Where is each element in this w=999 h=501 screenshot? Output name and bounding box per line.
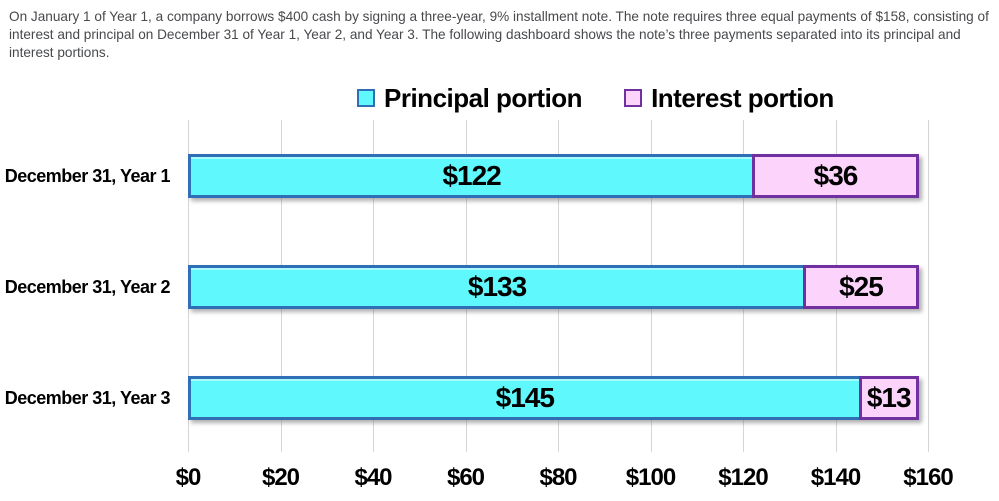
category-label: December 31, Year 2 [4, 277, 171, 297]
bar-value-label: $133 [467, 271, 527, 302]
bar-segment-principal: $133 [188, 265, 804, 309]
category-label: December 31, Year 1 [4, 166, 171, 186]
x-tick-label: $120 [718, 464, 768, 491]
bar-segment-interest: $13 [858, 376, 919, 420]
bar-value-label: $13 [866, 382, 912, 413]
bar-segment-interest: $25 [803, 265, 919, 309]
x-tick-label: $40 [354, 464, 392, 491]
bar-stack: $122 $36 [188, 154, 919, 198]
intro-paragraph: On January 1 of Year 1, a company borrow… [9, 9, 989, 60]
bar-segment-interest: $36 [752, 154, 919, 198]
gridline [928, 120, 929, 452]
bar-value-label: $145 [495, 382, 555, 413]
x-tick-label: $140 [810, 464, 861, 491]
bar-value-label: $36 [813, 160, 859, 191]
x-tick-label: $80 [539, 464, 577, 491]
legend-label-principal: Principal portion [384, 82, 583, 113]
category-label: December 31, Year 3 [4, 388, 171, 408]
x-tick-label: $100 [625, 464, 676, 491]
legend-item-principal: Principal portion [357, 82, 583, 114]
chart-legend: Principal portion Interest portion [357, 82, 834, 114]
bar-segment-principal: $122 [188, 154, 753, 198]
bar-segment-principal: $145 [188, 376, 859, 420]
x-tick-label: $60 [446, 464, 485, 491]
bar-value-label: $122 [442, 160, 501, 191]
legend-swatch-principal-icon [357, 89, 375, 107]
legend-item-interest: Interest portion [624, 83, 834, 114]
legend-swatch-interest-icon [624, 89, 643, 107]
legend-label-interest: Interest portion [651, 82, 834, 113]
x-tick-label: $160 [903, 464, 953, 491]
x-tick-label: $20 [261, 464, 300, 491]
x-tick-label: $0 [175, 464, 202, 491]
bar-stack: $145 $13 [188, 376, 919, 420]
bar-stack: $133 $25 [188, 265, 919, 309]
bar-value-label: $25 [839, 271, 884, 302]
